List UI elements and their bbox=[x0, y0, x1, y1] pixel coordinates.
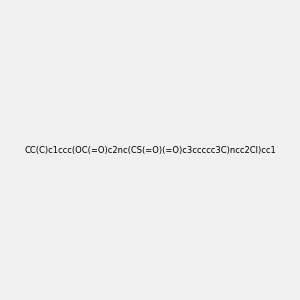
Text: CC(C)c1ccc(OC(=O)c2nc(CS(=O)(=O)c3ccccc3C)ncc2Cl)cc1: CC(C)c1ccc(OC(=O)c2nc(CS(=O)(=O)c3ccccc3… bbox=[24, 146, 276, 154]
